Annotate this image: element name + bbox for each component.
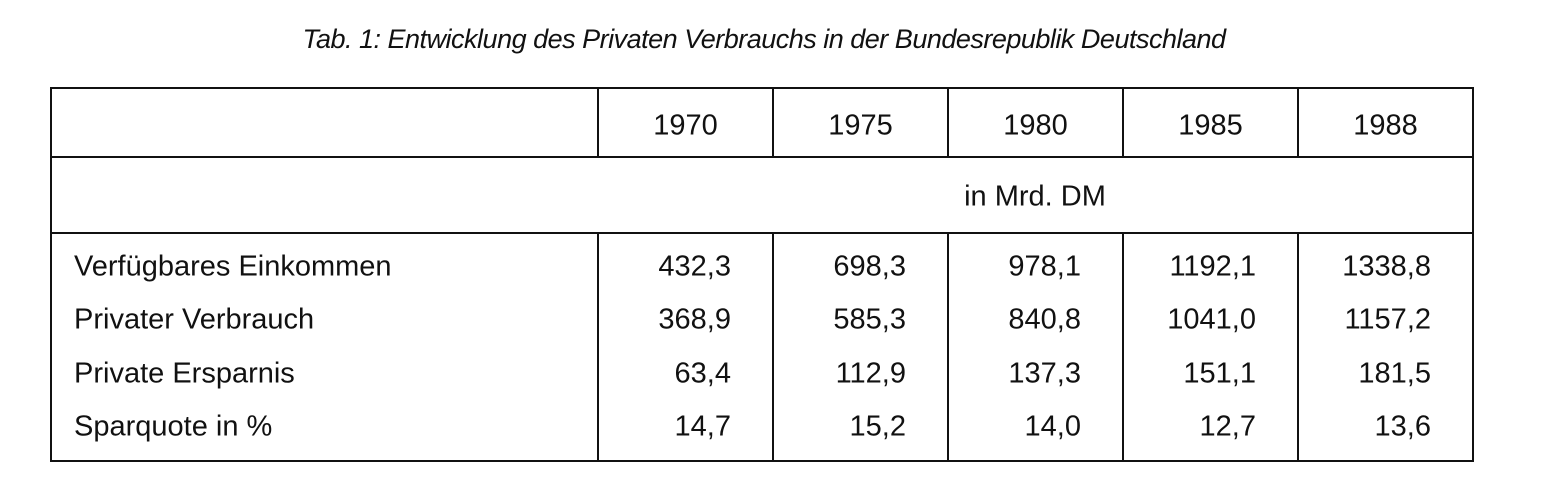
column-header: 1980 bbox=[1003, 110, 1068, 142]
row-label: Sparquote in % bbox=[74, 411, 272, 443]
cell-value: 181,5 bbox=[1358, 358, 1431, 390]
cell-value: 432,3 bbox=[658, 251, 731, 283]
cell-value: 12,7 bbox=[1200, 411, 1256, 443]
cell-value: 978,1 bbox=[1008, 251, 1081, 283]
cell-value: 137,3 bbox=[1008, 358, 1081, 390]
cell-value: 14,7 bbox=[675, 411, 731, 443]
row-label: Privater Verbrauch bbox=[74, 304, 314, 336]
column-header: 1970 bbox=[653, 110, 718, 142]
cell-value: 14,0 bbox=[1025, 411, 1081, 443]
cell-value: 368,9 bbox=[658, 304, 731, 336]
row-label: Verfügbares Einkommen bbox=[74, 251, 392, 283]
cell-value: 1157,2 bbox=[1344, 304, 1431, 336]
unit-label: in Mrd. DM bbox=[964, 181, 1106, 213]
cell-value: 63,4 bbox=[675, 358, 731, 390]
column-header: 1985 bbox=[1178, 110, 1243, 142]
cell-value: 585,3 bbox=[833, 304, 906, 336]
cell-value: 1338,8 bbox=[1342, 251, 1431, 283]
cell-value: 1192,1 bbox=[1169, 251, 1256, 283]
cell-value: 698,3 bbox=[833, 251, 906, 283]
cell-value: 15,2 bbox=[850, 411, 906, 443]
cell-value: 13,6 bbox=[1375, 411, 1431, 443]
table-title: Tab. 1: Entwicklung des Privaten Verbrau… bbox=[302, 24, 1227, 54]
column-header: 1988 bbox=[1353, 110, 1418, 142]
cell-value: 112,9 bbox=[836, 358, 906, 390]
table-border bbox=[50, 87, 1474, 462]
row-label: Private Ersparnis bbox=[74, 358, 295, 390]
column-header: 1975 bbox=[828, 110, 893, 142]
cell-value: 151,1 bbox=[1183, 358, 1256, 390]
cell-value: 1041,0 bbox=[1167, 304, 1256, 336]
cell-value: 840,8 bbox=[1008, 304, 1081, 336]
